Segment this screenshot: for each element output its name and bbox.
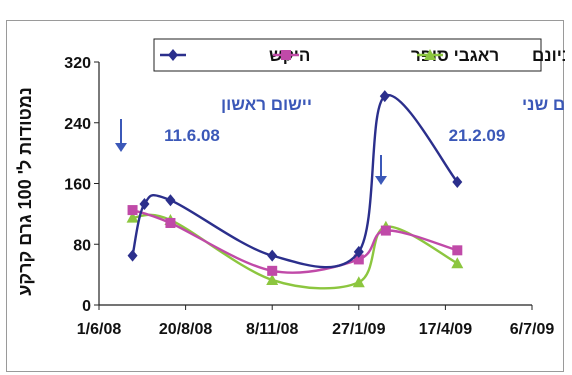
series-line bbox=[132, 208, 458, 274]
marker-square bbox=[452, 245, 463, 256]
x-tick-label: 20/8/08 bbox=[159, 321, 212, 338]
marker-square bbox=[267, 265, 278, 276]
marker-diamond bbox=[452, 175, 463, 188]
y-tick-label: 160 bbox=[64, 177, 91, 194]
marker-triangle bbox=[266, 273, 279, 285]
legend-label: ביונם bbox=[532, 46, 565, 65]
marker-triangle bbox=[451, 257, 464, 269]
y-tick-label: 80 bbox=[73, 237, 91, 254]
legend-box bbox=[153, 38, 542, 72]
annotation-title: יישום ראשון bbox=[221, 95, 312, 114]
annotation-title: יישום שני bbox=[522, 95, 565, 114]
y-tick-label: 0 bbox=[82, 298, 91, 315]
marker-square bbox=[127, 205, 138, 216]
series bbox=[126, 211, 464, 290]
x-tick-label: 17/4/09 bbox=[419, 321, 472, 338]
marker-square bbox=[380, 225, 391, 236]
annotation-date: 11.6.08 bbox=[164, 126, 220, 145]
marker-square bbox=[165, 217, 176, 228]
legend: היקשראגבי סופרביונם bbox=[153, 38, 565, 72]
y-tick-label: 320 bbox=[64, 55, 91, 72]
series-lines bbox=[126, 90, 464, 290]
y-tick-label: 240 bbox=[64, 116, 91, 133]
marker-triangle bbox=[352, 276, 365, 288]
annotation-arrowhead bbox=[375, 176, 387, 185]
legend-label: ראגבי סופר bbox=[411, 46, 499, 65]
chart-svg: 0 80 160 240 320 1/6/08 20/8/08 8/11/08 27/1/09 1… bbox=[15, 38, 565, 338]
marker-diamond bbox=[165, 194, 176, 207]
marker-diamond bbox=[139, 198, 150, 211]
series bbox=[127, 90, 463, 269]
marker-triangle bbox=[126, 211, 139, 223]
marker-diamond bbox=[267, 249, 278, 262]
y-axis-title: נמטודות ל' 100 גרם קרקע bbox=[15, 87, 35, 296]
series-line bbox=[131, 93, 459, 269]
annotation-date: 21.2.09 bbox=[449, 126, 506, 145]
marker-square bbox=[281, 50, 291, 60]
x-tick-label: 6/7/09 bbox=[510, 321, 555, 338]
marker-diamond bbox=[168, 49, 178, 61]
x-tick-label: 27/1/09 bbox=[332, 321, 385, 338]
marker-diamond bbox=[127, 249, 138, 262]
marker-square bbox=[353, 254, 364, 265]
axes: 0 80 160 240 320 1/6/08 20/8/08 8/11/08 27/1/09 1… bbox=[15, 55, 554, 338]
series-line bbox=[132, 213, 458, 290]
annotation-arrowhead bbox=[115, 143, 127, 152]
marker-triangle bbox=[424, 49, 436, 60]
chart-frame: 0 80 160 240 320 1/6/08 20/8/08 8/11/08 27/1/09 1… bbox=[6, 20, 565, 372]
x-tick-label: 8/11/08 bbox=[246, 321, 299, 338]
marker-diamond bbox=[379, 90, 390, 103]
series bbox=[127, 205, 463, 276]
marker-diamond bbox=[353, 245, 364, 258]
x-tick-label: 1/6/08 bbox=[77, 321, 122, 338]
